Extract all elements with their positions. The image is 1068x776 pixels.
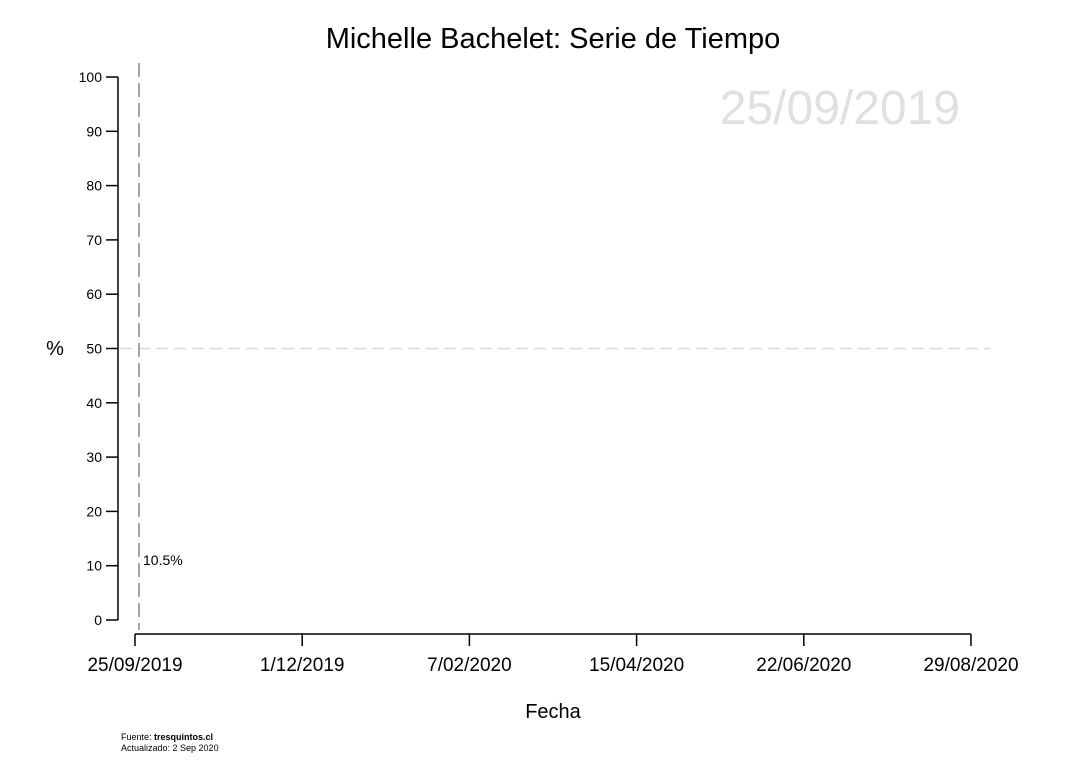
watermark-date: 25/09/2019 (720, 82, 960, 135)
data-marks: 10.5% (143, 552, 183, 568)
source-prefix: Fuente: (121, 732, 154, 742)
y-tick-label: 40 (86, 395, 102, 411)
x-tick-label: 22/06/2020 (756, 655, 851, 676)
y-tick-label: 10 (86, 558, 102, 574)
updated-date: Actualizado: 2 Sep 2020 (121, 743, 219, 753)
x-tick-label: 7/02/2020 (427, 655, 512, 676)
x-tick-label: 29/08/2020 (923, 655, 1018, 676)
y-tick-label: 80 (86, 178, 102, 194)
source-link[interactable]: tresquintos.cl (154, 732, 213, 742)
y-tick-label: 70 (86, 232, 102, 248)
x-axis: 25/09/2019 1/12/2019 7/02/2020 15/04/2020 22… (87, 633, 1019, 676)
y-axis-label: % (46, 338, 64, 360)
x-tick-label: 15/04/2020 (589, 655, 684, 676)
reference-lines (120, 63, 990, 630)
y-tick-label: 30 (86, 449, 102, 465)
x-tick-label: 25/09/2019 (87, 655, 182, 676)
y-tick-label: 60 (86, 286, 102, 302)
y-tick-label: 0 (94, 612, 102, 628)
y-tick-label: 20 (86, 503, 102, 519)
y-tick-label: 100 (79, 69, 103, 85)
source-line: Fuente: tresquintos.cl (121, 732, 213, 742)
y-axis: 0 10 20 30 40 50 60 70 80 90 100 (79, 69, 119, 628)
y-tick-label: 90 (86, 123, 102, 139)
chart-title: Michelle Bachelet: Serie de Tiempo (326, 23, 781, 55)
y-tick-label: 50 (86, 341, 102, 357)
data-label: 10.5% (143, 552, 183, 568)
x-axis-label: Fecha (525, 701, 581, 723)
x-tick-label: 1/12/2019 (260, 655, 345, 676)
